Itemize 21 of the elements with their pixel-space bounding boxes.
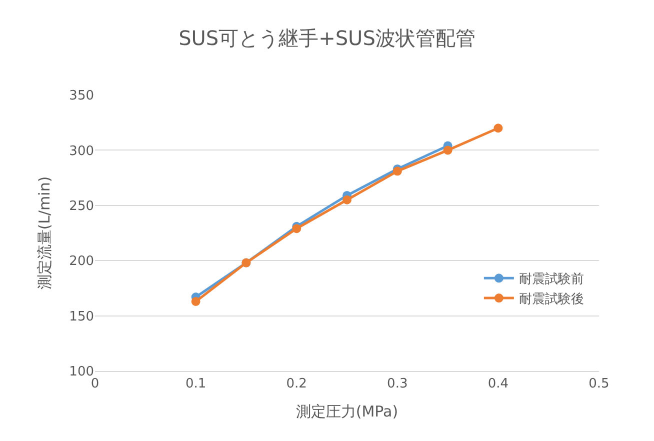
x-axis-title: 測定圧力(MPa) xyxy=(296,402,398,421)
y-tick-label: 200 xyxy=(69,254,94,270)
point xyxy=(443,146,452,155)
x-tick-label: 0.1 xyxy=(185,376,206,392)
x-tick-label: 0.5 xyxy=(588,376,610,392)
point xyxy=(342,195,352,204)
chart-title: SUS可とう継手+SUS波状管配管 xyxy=(178,26,476,50)
point xyxy=(292,224,302,234)
x-tick-label: 0.2 xyxy=(286,376,307,392)
legend-label: 耐震試験前 xyxy=(518,272,584,288)
y-tick-label: 350 xyxy=(69,88,94,104)
y-axis-title: 測定流量(L/min) xyxy=(35,176,54,290)
y-tick-label: 300 xyxy=(69,144,94,159)
legend-label: 耐震試験後 xyxy=(518,292,584,308)
x-tick-label: 0.4 xyxy=(488,376,509,392)
x-tick-label: 0.3 xyxy=(387,376,408,392)
y-tick-label: 250 xyxy=(69,198,94,214)
point xyxy=(494,124,503,133)
point xyxy=(392,166,402,176)
point xyxy=(191,296,200,306)
y-tick-label: 150 xyxy=(69,309,94,324)
